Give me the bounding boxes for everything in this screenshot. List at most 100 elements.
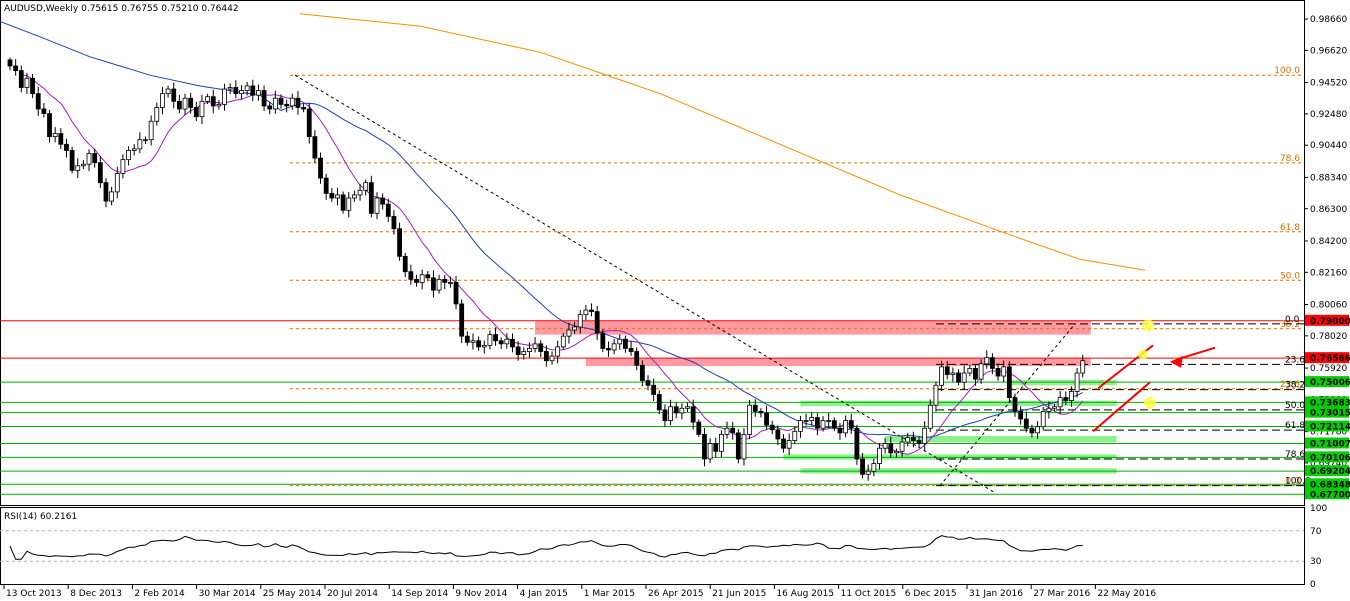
candle[interactable] <box>1080 354 1086 378</box>
candle[interactable] <box>933 381 939 412</box>
candle[interactable] <box>323 173 329 200</box>
candle[interactable] <box>431 270 436 298</box>
candle[interactable] <box>1046 401 1052 419</box>
candle[interactable] <box>589 303 594 317</box>
candle[interactable] <box>685 402 690 413</box>
candle[interactable] <box>809 412 815 426</box>
candle[interactable] <box>532 337 538 353</box>
candle[interactable] <box>837 422 843 440</box>
candle[interactable] <box>984 350 990 369</box>
candle[interactable] <box>69 146 75 174</box>
candle[interactable] <box>1040 406 1046 431</box>
candle[interactable] <box>47 110 52 143</box>
candle[interactable] <box>453 276 459 310</box>
candle[interactable] <box>623 335 628 353</box>
candle[interactable] <box>176 94 182 114</box>
candle[interactable] <box>877 443 882 470</box>
candle[interactable] <box>690 399 696 430</box>
candle[interactable] <box>380 193 386 210</box>
candle[interactable] <box>487 330 493 350</box>
candle[interactable] <box>278 94 284 109</box>
candle[interactable] <box>137 132 143 154</box>
candle[interactable] <box>470 333 476 350</box>
candle[interactable] <box>402 252 408 278</box>
candle[interactable] <box>244 81 250 96</box>
candle[interactable] <box>143 136 148 144</box>
candle[interactable] <box>803 413 809 426</box>
candle[interactable] <box>312 130 318 163</box>
candle[interactable] <box>696 419 702 437</box>
candle[interactable] <box>583 304 589 321</box>
candle[interactable] <box>843 415 849 438</box>
candle[interactable] <box>894 448 899 458</box>
candle[interactable] <box>256 84 261 101</box>
candle[interactable] <box>363 179 369 196</box>
candle[interactable] <box>786 433 792 456</box>
candle[interactable] <box>792 426 798 445</box>
candle[interactable] <box>956 369 961 386</box>
candle[interactable] <box>628 340 634 356</box>
candle[interactable] <box>1029 424 1035 438</box>
candle[interactable] <box>250 79 256 102</box>
candle[interactable] <box>566 322 572 344</box>
candle[interactable] <box>724 421 730 439</box>
candle[interactable] <box>318 152 323 184</box>
candle[interactable] <box>103 178 109 208</box>
candle[interactable] <box>7 57 13 71</box>
candle[interactable] <box>267 101 273 115</box>
candle[interactable] <box>543 345 549 367</box>
candle[interactable] <box>617 334 623 350</box>
candle[interactable] <box>114 166 120 199</box>
candle[interactable] <box>193 101 199 121</box>
candle[interactable] <box>261 85 267 112</box>
candle[interactable] <box>826 413 832 429</box>
candle[interactable] <box>713 437 719 458</box>
candle[interactable] <box>882 438 888 454</box>
candle[interactable] <box>464 331 470 346</box>
candle[interactable] <box>120 154 126 179</box>
candle[interactable] <box>939 360 944 392</box>
candle[interactable] <box>35 86 41 116</box>
candle[interactable] <box>216 100 222 110</box>
candle[interactable] <box>860 452 865 479</box>
candle[interactable] <box>352 190 357 202</box>
candle[interactable] <box>645 375 651 391</box>
candle[interactable] <box>24 72 30 94</box>
candle[interactable] <box>752 399 758 417</box>
candle[interactable] <box>848 413 854 434</box>
candle[interactable] <box>205 93 211 105</box>
candle[interactable] <box>385 198 391 223</box>
candle[interactable] <box>560 333 566 350</box>
candle[interactable] <box>504 333 510 349</box>
candle[interactable] <box>408 264 414 285</box>
candle[interactable] <box>1023 411 1029 433</box>
candle[interactable] <box>227 83 233 95</box>
candle[interactable] <box>634 347 640 371</box>
candle[interactable] <box>357 183 363 201</box>
candle[interactable] <box>758 408 764 418</box>
candle[interactable] <box>990 353 995 375</box>
candle[interactable] <box>335 187 340 206</box>
candle[interactable] <box>154 102 160 126</box>
candle[interactable] <box>1035 421 1040 439</box>
candle[interactable] <box>1057 391 1063 414</box>
candle[interactable] <box>239 85 244 100</box>
candle[interactable] <box>871 458 877 477</box>
candle[interactable] <box>916 436 922 448</box>
candle[interactable] <box>436 274 442 294</box>
candle[interactable] <box>75 158 81 178</box>
candle[interactable] <box>1006 361 1012 404</box>
candle[interactable] <box>820 416 826 432</box>
candle[interactable] <box>594 306 600 340</box>
candle[interactable] <box>306 103 312 144</box>
candle[interactable] <box>447 276 453 288</box>
candle[interactable] <box>301 103 306 113</box>
candle[interactable] <box>1052 403 1057 412</box>
candle[interactable] <box>527 342 532 358</box>
candle[interactable] <box>798 416 803 438</box>
candle[interactable] <box>58 128 64 149</box>
candle[interactable] <box>718 430 724 458</box>
candle[interactable] <box>414 274 419 287</box>
candle[interactable] <box>289 93 295 110</box>
